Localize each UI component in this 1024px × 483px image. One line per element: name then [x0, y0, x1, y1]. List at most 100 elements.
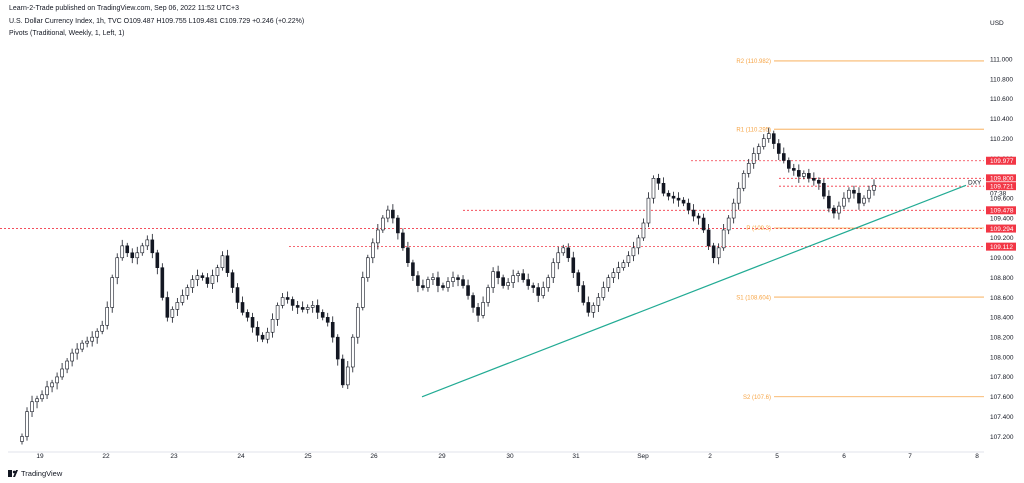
candle — [130, 248, 135, 264]
candle — [105, 301, 109, 330]
tradingview-icon — [8, 470, 18, 477]
candle-body — [295, 305, 300, 308]
candle-body — [350, 336, 355, 368]
candle-body — [305, 307, 310, 310]
trendline: DXY — [421, 179, 982, 398]
candle-body — [506, 282, 510, 286]
candle — [376, 223, 380, 250]
candle-body — [20, 436, 24, 442]
y-tick-label: 111.000 — [990, 56, 1013, 63]
price-tag: 109.294 — [986, 224, 1016, 233]
pivot-label-r1: R1 (110.295) — [736, 127, 771, 133]
y-tick-label: 108.000 — [990, 354, 1014, 361]
candle-body — [275, 305, 280, 320]
candle — [716, 243, 721, 265]
candle-body — [376, 229, 380, 244]
price-tag-bg — [986, 174, 1016, 183]
pivots-indicator-line: Pivots (Traditional, Weekly, 1, Left, 1) — [9, 30, 125, 37]
candle-body — [215, 267, 220, 276]
candle-body — [686, 202, 691, 211]
candle-body — [872, 184, 876, 191]
price-tags: 109.977109.800109.729109.721109.478109.2… — [986, 156, 1016, 251]
candle — [300, 301, 305, 313]
candle — [541, 281, 546, 299]
candle — [506, 278, 510, 290]
candle-body — [205, 277, 210, 284]
candle — [200, 272, 205, 281]
candle-body — [671, 195, 676, 199]
candle-body — [646, 197, 651, 224]
candle-body — [486, 287, 490, 303]
candle-body — [471, 295, 475, 308]
candle-body — [185, 287, 190, 296]
candle — [55, 372, 59, 390]
candle — [571, 251, 576, 279]
x-tick-label: 31 — [572, 453, 580, 460]
candle — [165, 291, 170, 322]
candle-body — [200, 275, 205, 278]
candle — [792, 163, 796, 176]
candle-body — [511, 275, 515, 283]
candle — [501, 274, 505, 289]
candle — [636, 234, 641, 255]
candle — [185, 284, 190, 300]
candle — [847, 187, 851, 203]
candle — [30, 395, 34, 418]
candle-body — [366, 257, 370, 278]
candle — [325, 312, 330, 327]
candle-body — [165, 297, 170, 318]
candle-body — [255, 326, 260, 336]
candle — [551, 258, 556, 283]
candle — [240, 296, 245, 316]
candle-body — [776, 143, 781, 154]
candle — [35, 395, 39, 409]
candle — [275, 302, 280, 326]
candle-body — [596, 297, 601, 306]
candle — [65, 358, 69, 374]
candle — [330, 316, 335, 343]
candle-body — [190, 279, 195, 288]
candle — [285, 291, 290, 304]
price-tag-text: 109.977 — [990, 158, 1014, 165]
candle — [561, 244, 566, 256]
candle-body — [451, 277, 455, 282]
candle — [586, 296, 591, 317]
x-tick-label: 24 — [237, 453, 245, 460]
candle-body — [180, 295, 185, 303]
candle — [566, 243, 571, 262]
candle-body — [681, 199, 686, 204]
candle — [731, 198, 736, 224]
candle-body — [691, 209, 696, 217]
candle-body — [761, 138, 766, 147]
candle-body — [30, 401, 34, 412]
price-tag-bg — [986, 206, 1016, 215]
candle — [857, 187, 861, 210]
candle-body — [140, 245, 145, 254]
tradingview-logo[interactable]: TradingView — [8, 469, 62, 478]
candle-body — [556, 252, 561, 264]
candle — [817, 177, 821, 190]
y-tick-label: 109.400 — [990, 215, 1014, 222]
candle-body — [195, 275, 200, 280]
candle — [706, 223, 711, 251]
candle — [486, 284, 490, 307]
candle — [521, 269, 525, 283]
pivot-label-s1: S1 (108.604) — [736, 295, 771, 301]
candle — [721, 223, 726, 251]
candle — [195, 269, 200, 287]
candle — [45, 380, 49, 399]
candle — [596, 293, 601, 312]
candle-body — [421, 285, 425, 288]
candle-body — [280, 297, 285, 306]
candle — [125, 242, 130, 257]
candle — [691, 204, 696, 222]
candle — [70, 348, 74, 367]
y-tick-label: 108.600 — [990, 295, 1014, 302]
candle-body — [265, 331, 270, 340]
price-tag-bg — [986, 242, 1016, 251]
candle-body — [541, 287, 546, 296]
candle-body — [741, 173, 746, 189]
candle — [601, 281, 606, 301]
x-tick-label: Sep — [637, 453, 649, 460]
